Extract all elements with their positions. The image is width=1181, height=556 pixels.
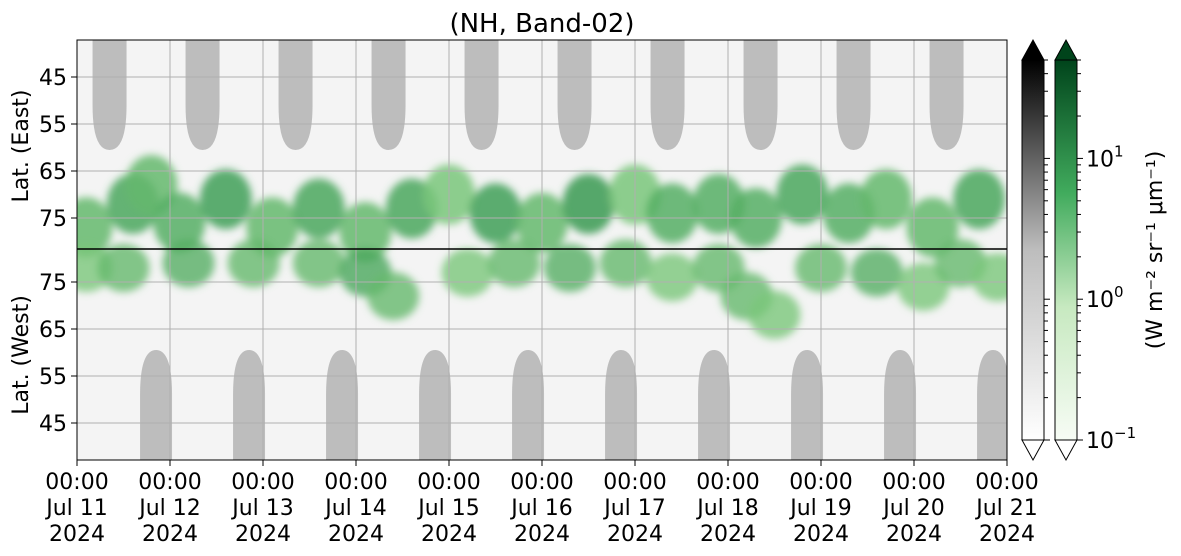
aurora-blob-east [77, 197, 113, 258]
colorbar-tick-label: 101 [1086, 142, 1124, 172]
colorbar-greys-extend-min [1021, 439, 1045, 462]
xtick-label: 00:00 Jul 12 2024 [137, 470, 201, 547]
colorbar-greens-extend-min [1054, 439, 1078, 462]
aurora-blob-east [776, 164, 829, 225]
daylight-arc-east [371, 40, 406, 150]
daylight-arc-west [233, 350, 266, 460]
colorbar-ticks: 101 100 10−1 [1044, 59, 1136, 454]
daylight-arc-west [605, 350, 638, 460]
aurora-blob-west [488, 239, 541, 288]
colorbar-greens-extend-max [1054, 38, 1078, 61]
daylight-arc-west [326, 350, 359, 460]
daylight-arc-east [743, 40, 778, 150]
aurora-blob-east [339, 202, 392, 263]
aurora-blob-west [646, 253, 699, 302]
aurora-blob-west [441, 248, 494, 297]
xtick-label: 00:00 Jul 20 2024 [881, 470, 945, 547]
aurora-blob-west [227, 239, 280, 288]
xtick-label: 00:00 Jul 18 2024 [695, 470, 759, 547]
y-axis: 45 55 65 75 75 65 55 45 [39, 66, 77, 437]
ytick-label-east: 65 [39, 160, 67, 185]
ytick-label-east: 75 [39, 207, 67, 232]
x-axis: 00:00 Jul 11 2024 00:00 Jul 12 2024 00:00 Jul 1… [44, 460, 1039, 547]
xtick-label: 00:00 Jul 15 2024 [416, 470, 480, 547]
colorbar-label: (W m⁻² sr⁻¹ μm⁻¹) [1143, 151, 1168, 350]
chart-title: (NH, Band-02) [449, 9, 634, 39]
aurora-blob-west [897, 262, 950, 311]
aurora-blob-east [906, 197, 959, 258]
daylight-arc-west [791, 350, 824, 460]
ytick-label-west: 75 [39, 271, 67, 296]
aurora-blob-east [153, 192, 206, 253]
daylight-arc-west [698, 350, 731, 460]
aurora-blob-east [292, 178, 345, 239]
ytick-label-west: 55 [39, 365, 67, 390]
colorbar-greens [1054, 38, 1078, 462]
aurora-blob-east [860, 169, 913, 230]
xtick-label: 00:00 Jul 21 2024 [974, 470, 1038, 547]
colorbar-tick-label: 10−1 [1086, 424, 1136, 454]
xtick-label: 00:00 Jul 17 2024 [602, 470, 666, 547]
colorbar-greys-extend-max [1021, 38, 1045, 61]
colorbar-tick-label: 100 [1086, 283, 1124, 313]
aurora-blob-east [199, 169, 252, 230]
xtick-label: 00:00 Jul 13 2024 [230, 470, 294, 547]
daylight-arc-east [92, 40, 127, 150]
ytick-label-west: 65 [39, 318, 67, 343]
daylight-arc-east [557, 40, 592, 150]
daylight-arc-west [140, 350, 173, 460]
aurora-blob-west [543, 243, 596, 292]
daylight-arc-west [884, 350, 917, 460]
daylight-arc-east [929, 40, 964, 150]
xtick-label: 00:00 Jul 11 2024 [44, 470, 108, 547]
aurora-blob-west [971, 253, 1007, 302]
aurora-blob-east [469, 183, 522, 244]
daylight-arc-east [185, 40, 220, 150]
aurora-blob-west [97, 243, 150, 292]
colorbar-greys [1021, 38, 1045, 462]
ytick-label-east: 45 [39, 66, 67, 91]
xtick-label: 00:00 Jul 14 2024 [323, 470, 387, 547]
daylight-arc-east [278, 40, 313, 150]
xtick-label: 00:00 Jul 16 2024 [509, 470, 573, 547]
xtick-label: 00:00 Jul 19 2024 [788, 470, 852, 547]
aurora-blob-east [562, 173, 615, 234]
daylight-arc-west [419, 350, 452, 460]
aurora-blob-west [367, 272, 420, 321]
daylight-arc-west [512, 350, 545, 460]
aurora-blob-west [292, 239, 345, 288]
ytick-label-east: 55 [39, 113, 67, 138]
ylabel-east: Lat. (East) [9, 90, 34, 203]
aurora-blob-west [162, 239, 215, 288]
aurora-blob-west [850, 248, 903, 297]
aurora-blob-west [599, 239, 652, 288]
daylight-arc-east [836, 40, 871, 150]
aurora-blob-east [646, 183, 699, 244]
daylight-arc-east [464, 40, 499, 150]
plot-area [77, 40, 1007, 460]
ytick-label-west: 45 [39, 412, 67, 437]
ylabel-west: Lat. (West) [9, 295, 34, 415]
daylight-arc-west [977, 350, 1007, 460]
aurora-blob-west [748, 290, 801, 339]
daylight-arc-east [650, 40, 685, 150]
aurora-blob-east [953, 169, 1006, 230]
